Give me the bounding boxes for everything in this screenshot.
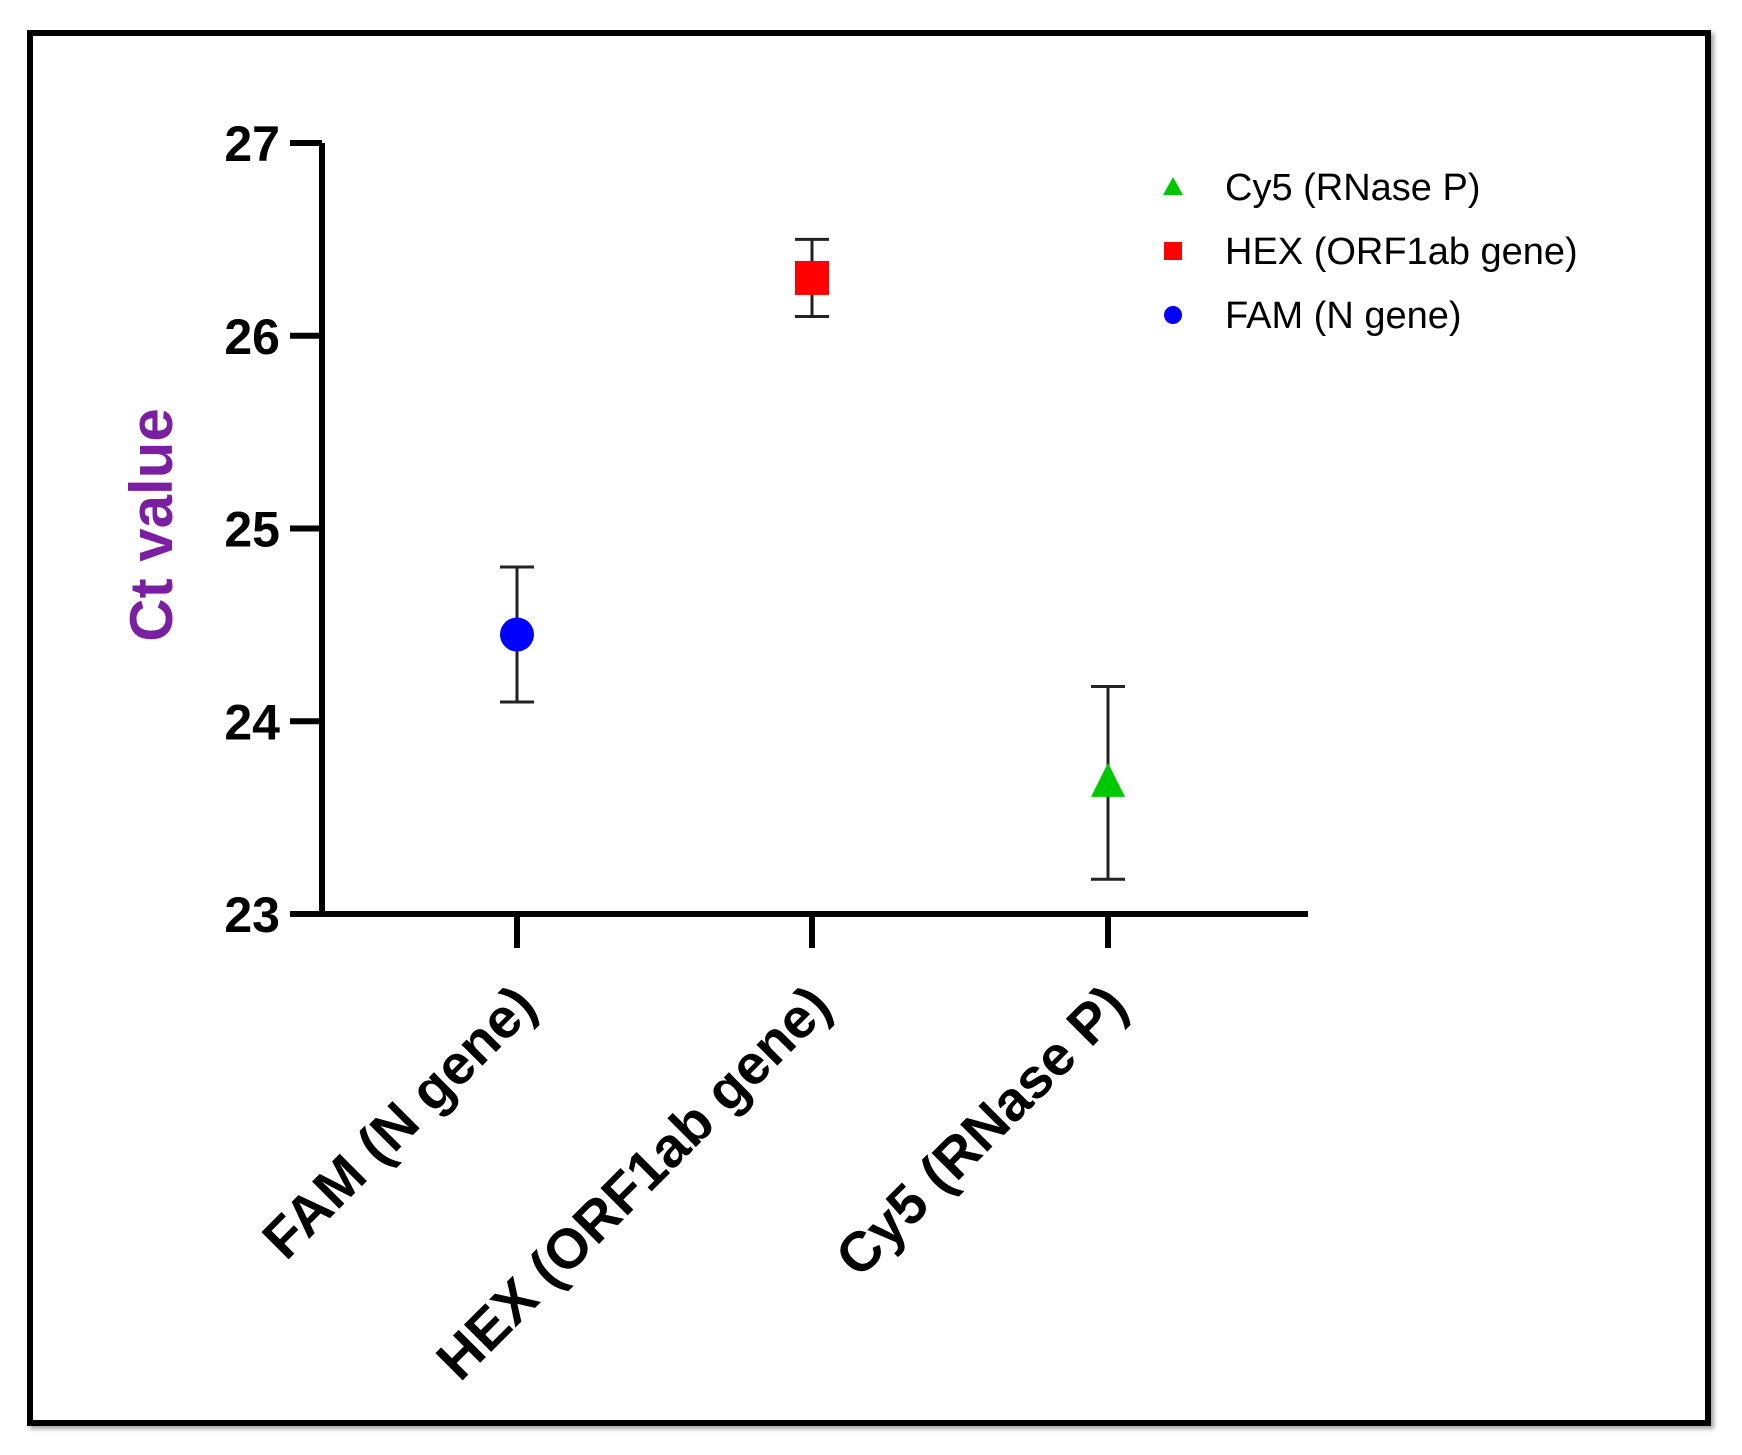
y-tick-label-24: 24 [224, 694, 280, 750]
legend-marker-2 [1164, 306, 1182, 324]
series-1 [795, 237, 829, 318]
figure-frame [27, 30, 1711, 1426]
data-point-2 [1091, 762, 1125, 797]
legend-entry-1: HEX (ORF1ab gene) [1164, 231, 1578, 273]
y-tick-label-25: 25 [224, 502, 280, 558]
legend-marker-0 [1163, 177, 1183, 195]
legend-label-2: FAM (N gene) [1225, 295, 1462, 337]
y-tick-label-27: 27 [224, 116, 280, 172]
series-0 [500, 565, 534, 704]
y-tick-label-26: 26 [224, 309, 280, 365]
legend-entry-0: Cy5 (RNase P) [1163, 167, 1481, 209]
legend: Cy5 (RNase P) HEX (ORF1ab gene) FAM (N gen… [1163, 167, 1578, 337]
series-2 [1091, 685, 1125, 881]
y-axis-label: Ct value [118, 408, 185, 641]
legend-label-0: Cy5 (RNase P) [1225, 167, 1481, 209]
data-marks [500, 237, 1125, 881]
legend-entry-2: FAM (N gene) [1164, 295, 1462, 337]
x-tick-label-0: FAM (N gene) [250, 973, 548, 1271]
legend-label-1: HEX (ORF1ab gene) [1225, 231, 1578, 273]
x-tick-label-2: Cy5 (RNase P) [823, 973, 1138, 1288]
data-point-0 [500, 617, 534, 652]
y-tick-label-23: 23 [224, 887, 280, 943]
legend-marker-1 [1164, 242, 1182, 260]
data-point-1 [795, 260, 829, 295]
